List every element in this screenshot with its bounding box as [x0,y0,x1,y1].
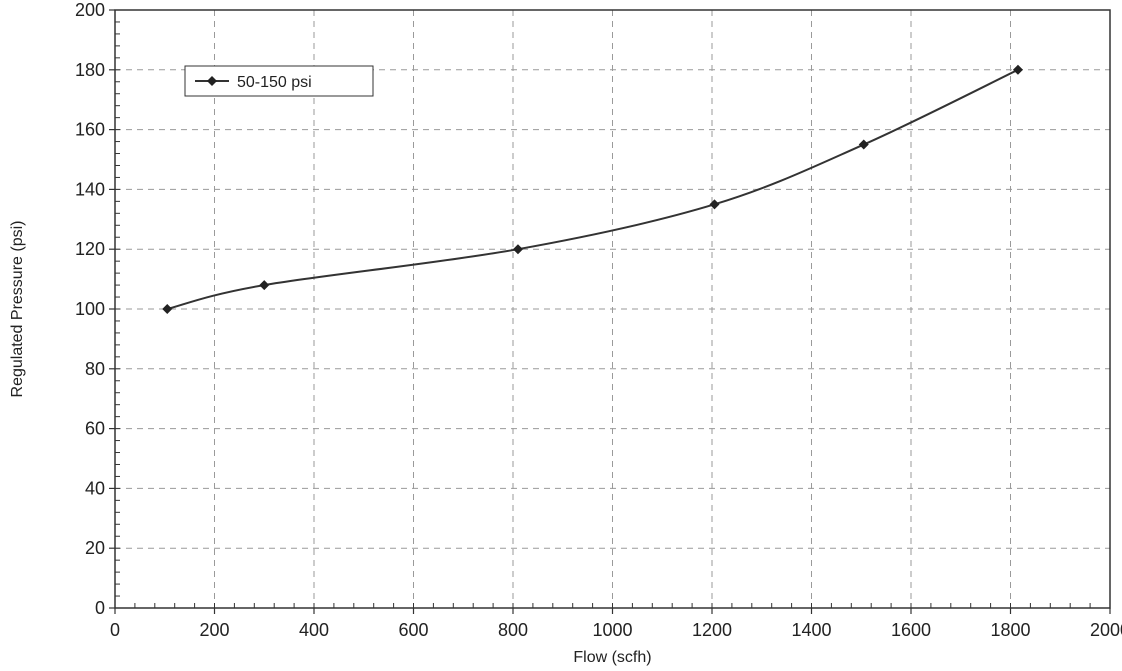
x-tick-label: 400 [299,620,329,640]
y-tick-label: 40 [85,478,105,498]
x-tick-label: 1800 [990,620,1030,640]
y-tick-label: 140 [75,179,105,199]
data-point [709,199,720,210]
legend-diamond-marker [207,76,217,86]
y-tick-label: 0 [95,598,105,618]
y-tick-label: 20 [85,538,105,558]
data-point [162,304,173,314]
data-point [259,280,270,291]
y-tick-label: 80 [85,359,105,379]
x-tick-label: 0 [110,620,120,640]
y-tick-label: 200 [75,0,105,20]
x-tick-label: 1200 [692,620,732,640]
x-tick-label: 1400 [791,620,831,640]
legend-entry-label: 50-150 psi [237,74,312,91]
y-tick-label: 60 [85,419,105,439]
x-tick-label: 1000 [592,620,632,640]
data-point [1012,64,1023,75]
y-tick-label: 160 [75,120,105,140]
data-point [858,139,869,150]
x-tick-label: 800 [498,620,528,640]
y-axis: 0 20 40 60 80 100 120 140 160 180 200 [75,0,115,618]
data-point [512,244,523,255]
series-layer [162,64,1023,314]
x-tick-label: 200 [199,620,229,640]
x-tick-label: 600 [398,620,428,640]
y-tick-label: 120 [75,239,105,259]
legend: 50-150 psi [184,65,374,97]
y-tick-label: 180 [75,60,105,80]
x-axis-title: Flow (scfh) [573,649,651,666]
y-axis-title: Regulated Pressure (psi) [9,221,26,398]
y-tick-label: 100 [75,299,105,319]
x-tick-label: 1600 [891,620,931,640]
grid [115,10,1110,608]
